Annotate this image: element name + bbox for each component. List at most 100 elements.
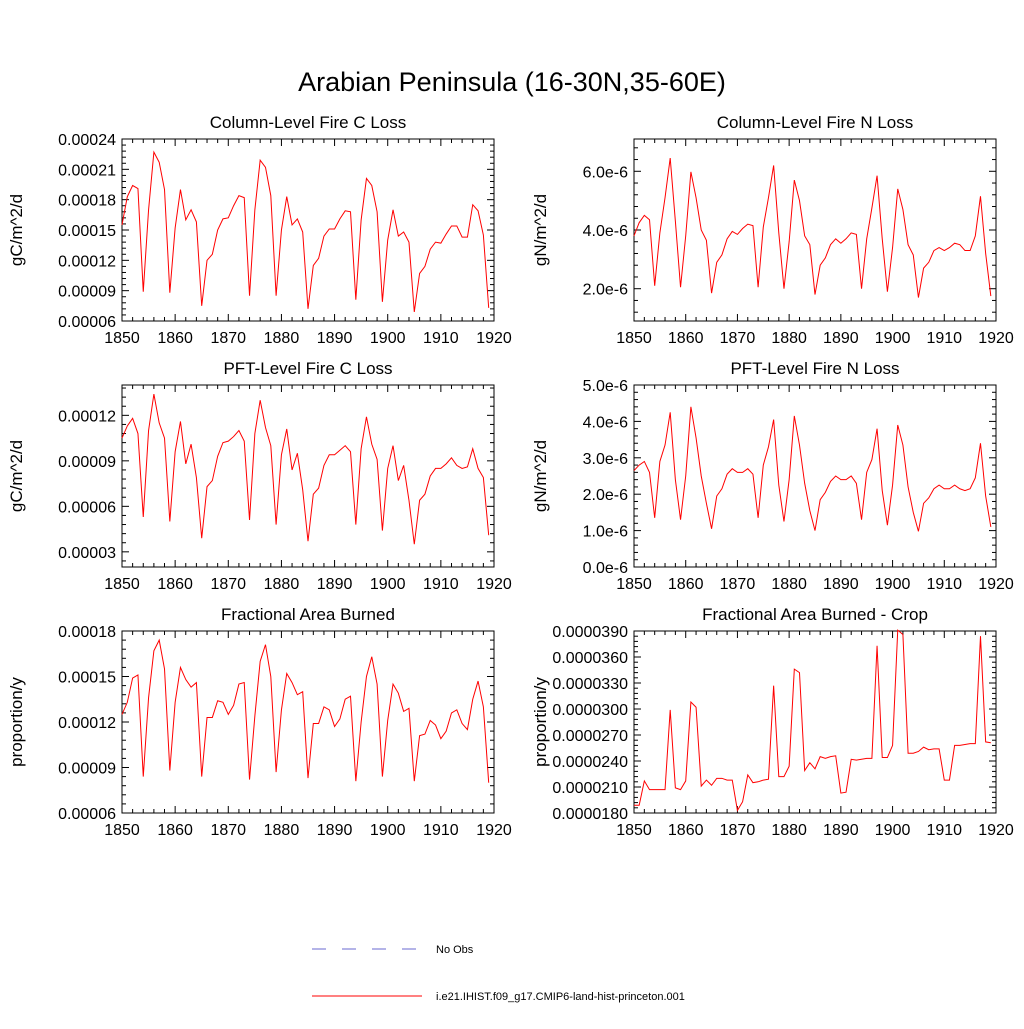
x-tick-label: 1920: [476, 822, 512, 839]
legend: No Obs i.e21.IHIST.f09_g17.CMIP6-land-hi…: [312, 944, 685, 1003]
legend-model-label: i.e21.IHIST.f09_g17.CMIP6-land-hist-prin…: [436, 991, 685, 1003]
x-tick-label: 1890: [317, 822, 353, 839]
x-tick-label: 1850: [616, 822, 652, 839]
x-tick-label: 1880: [264, 822, 300, 839]
x-tick-label: 1860: [157, 576, 193, 593]
x-tick-label: 1910: [423, 576, 459, 593]
y-tick-label: 2.0e-6: [583, 282, 628, 299]
x-tick-label: 1890: [317, 330, 353, 347]
panel-title: Fractional Area Burned: [221, 605, 395, 624]
y-tick-label: 0.0000300: [552, 702, 628, 719]
y-tick-label: 4.0e-6: [583, 414, 628, 431]
x-tick-label: 1860: [668, 330, 704, 347]
y-tick-label: 0.00006: [58, 499, 116, 516]
x-tick-label: 1900: [370, 822, 406, 839]
panel-grid: Column-Level Fire C Loss 1850 1860 1870 1880…: [7, 113, 1014, 839]
chart-panel-6: Fractional Area Burned - Crop 1850 1860 187…: [531, 605, 1014, 839]
x-tick-label: 1920: [978, 822, 1014, 839]
x-tick-label: 1870: [210, 822, 246, 839]
y-tick-label: 0.00024: [58, 132, 116, 149]
y-axis-label: gC/m^2/d: [7, 440, 26, 512]
x-tick-label: 1870: [720, 822, 756, 839]
x-tick-label: 1870: [720, 330, 756, 347]
x-tick-label: 1920: [978, 576, 1014, 593]
x-tick-label: 1900: [875, 576, 911, 593]
y-tick-label: 0.00009: [58, 761, 116, 778]
x-tick-label: 1880: [771, 330, 807, 347]
plot-frame: [121, 630, 495, 814]
x-tick-label: 1850: [104, 330, 140, 347]
y-tick-label: 0.0000210: [552, 780, 628, 797]
x-tick-label: 1870: [210, 576, 246, 593]
x-tick-label: 1880: [264, 330, 300, 347]
y-tick-label: 0.00015: [58, 670, 116, 687]
y-tick-label: 0.00009: [58, 454, 116, 471]
y-tick-label: 2.0e-6: [583, 487, 628, 504]
x-tick-label: 1900: [370, 576, 406, 593]
y-axis-label: gN/m^2/d: [531, 440, 550, 512]
panel-title: PFT-Level Fire C Loss: [223, 359, 392, 378]
y-tick-label: 0.00018: [58, 193, 116, 210]
y-tick-label: 0.0000360: [552, 650, 628, 667]
series-line: [121, 394, 490, 545]
x-tick-label: 1910: [926, 330, 962, 347]
x-tick-label: 1850: [616, 330, 652, 347]
y-tick-label: 0.00006: [58, 806, 116, 823]
series-line: [634, 629, 991, 812]
x-tick-label: 1910: [926, 822, 962, 839]
y-tick-label: 5.0e-6: [583, 378, 628, 395]
series-line: [121, 150, 490, 312]
x-tick-label: 1870: [210, 330, 246, 347]
x-tick-label: 1910: [926, 576, 962, 593]
y-tick-label: 0.00006: [58, 314, 116, 331]
chart-panel-2: Column-Level Fire N Loss 1850 1860 1870 1880…: [531, 113, 1014, 347]
y-tick-label: 6.0e-6: [583, 164, 628, 181]
x-tick-label: 1860: [157, 330, 193, 347]
y-axis-label: gC/m^2/d: [7, 194, 26, 266]
x-tick-label: 1920: [476, 576, 512, 593]
plot-frame: [633, 630, 997, 814]
x-tick-label: 1890: [823, 330, 859, 347]
panel-title: Column-Level Fire N Loss: [717, 113, 914, 132]
x-tick-label: 1910: [423, 330, 459, 347]
chart-panel-1: Column-Level Fire C Loss 1850 1860 1870 1880…: [7, 113, 512, 347]
plot-frame: [121, 138, 495, 322]
y-tick-label: 0.00012: [58, 253, 116, 270]
y-axis-label: proportion/y: [7, 677, 26, 767]
y-tick-label: 0.0000390: [552, 624, 628, 641]
x-tick-label: 1850: [104, 822, 140, 839]
x-tick-label: 1910: [423, 822, 459, 839]
y-tick-label: 0.0e-6: [583, 560, 628, 577]
y-axis-label: proportion/y: [531, 677, 550, 767]
series-line: [633, 158, 992, 298]
x-tick-label: 1900: [370, 330, 406, 347]
y-tick-label: 0.0000330: [552, 676, 628, 693]
plot-frame: [121, 384, 495, 568]
y-tick-label: 0.00018: [58, 624, 116, 641]
y-axis-label: gN/m^2/d: [531, 194, 550, 266]
legend-obs-label: No Obs: [436, 944, 474, 956]
x-tick-label: 1890: [823, 576, 859, 593]
y-tick-label: 0.00012: [58, 715, 116, 732]
y-tick-label: 0.0000240: [552, 754, 628, 771]
x-tick-label: 1900: [875, 330, 911, 347]
x-tick-label: 1850: [616, 576, 652, 593]
series-line: [633, 406, 992, 532]
x-tick-label: 1860: [668, 822, 704, 839]
main-title: Arabian Peninsula (16-30N,35-60E): [298, 67, 726, 97]
chart-panel-5: Fractional Area Burned 1850 1860 1870 1880 18…: [7, 605, 512, 839]
series-line: [121, 638, 490, 783]
y-tick-label: 0.00012: [58, 408, 116, 425]
x-tick-label: 1920: [476, 330, 512, 347]
x-tick-label: 1880: [264, 576, 300, 593]
x-tick-label: 1850: [104, 576, 140, 593]
x-tick-label: 1880: [771, 822, 807, 839]
panel-title: Column-Level Fire C Loss: [210, 113, 407, 132]
chart-panel-3: PFT-Level Fire C Loss 1850 1860 1870 1880 189…: [7, 359, 512, 593]
panel-title: Fractional Area Burned - Crop: [702, 605, 928, 624]
x-tick-label: 1890: [317, 576, 353, 593]
y-tick-label: 1.0e-6: [583, 524, 628, 541]
x-tick-label: 1890: [823, 822, 859, 839]
x-tick-label: 1880: [771, 576, 807, 593]
